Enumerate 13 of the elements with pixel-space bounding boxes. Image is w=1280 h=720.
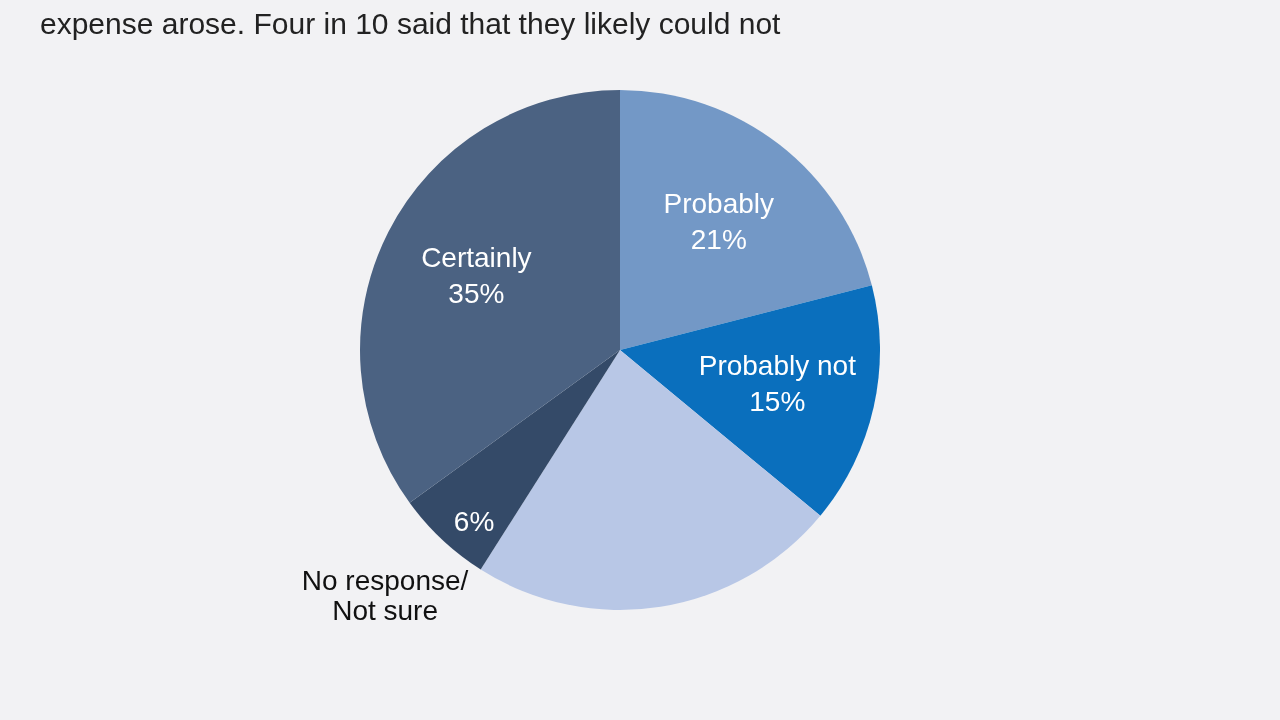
data-label: 35%	[448, 277, 505, 309]
slice-label: No response/ Not sure	[301, 565, 469, 627]
chart-title: expense arose. Four in 10 said that they likely could not	[40, 7, 782, 40]
pie-slice	[360, 90, 620, 503]
pie-slice	[409, 350, 620, 570]
slice-label: Certainly	[421, 241, 532, 273]
slice-label: Probably not	[698, 350, 857, 382]
data-label: 15%	[749, 386, 806, 418]
pie-slice	[620, 90, 872, 350]
slice-label: Probably	[663, 187, 775, 219]
data-label: 6%	[453, 506, 495, 538]
data-label: 21%	[690, 223, 747, 255]
pie-slice	[620, 285, 880, 516]
